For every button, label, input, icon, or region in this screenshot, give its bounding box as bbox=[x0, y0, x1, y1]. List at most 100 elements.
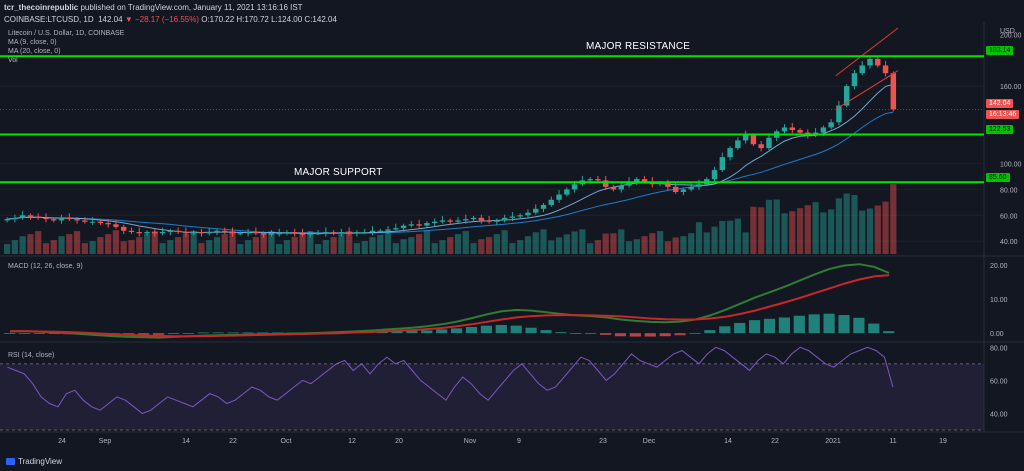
candle-body bbox=[113, 224, 119, 227]
volume-bar bbox=[361, 241, 368, 254]
macd-histogram-bar bbox=[793, 315, 805, 334]
candle-body bbox=[424, 223, 430, 226]
candle-body bbox=[330, 232, 337, 234]
candle-body bbox=[260, 233, 267, 235]
price-tick-label: 200.00 bbox=[1000, 32, 1022, 39]
volume-bar bbox=[890, 184, 897, 254]
legend-vol[interactable]: Vol bbox=[8, 57, 18, 64]
time-tick-label: Nov bbox=[464, 438, 477, 445]
volume-bar bbox=[198, 243, 205, 254]
candle-body bbox=[128, 230, 135, 233]
time-tick-label: 20 bbox=[395, 438, 403, 445]
rsi-legend[interactable]: RSI (14, close) bbox=[8, 351, 54, 360]
candle-body bbox=[641, 179, 648, 182]
macd-histogram-bar bbox=[853, 317, 865, 334]
time-tick-label: Dec bbox=[643, 438, 656, 445]
macd-tick-label: 20.00 bbox=[990, 263, 1008, 270]
candle-body bbox=[750, 135, 757, 145]
macd-histogram-bar bbox=[257, 332, 269, 334]
candle-body bbox=[447, 220, 453, 222]
published-text: published on TradingView.com, January 11… bbox=[80, 3, 303, 12]
tradingview-icon bbox=[6, 458, 15, 465]
currency-label: USD bbox=[1000, 28, 1015, 35]
candle-body bbox=[307, 233, 314, 235]
candle-body bbox=[657, 182, 663, 185]
volume-bar bbox=[252, 237, 259, 254]
volume-bar bbox=[276, 244, 283, 254]
legend-ma9[interactable]: MA (9, close, 0) bbox=[8, 39, 57, 46]
macd-tick-label: 10.00 bbox=[990, 297, 1008, 304]
rsi-tick-label: 60.00 bbox=[990, 378, 1008, 385]
volume-bar bbox=[206, 240, 213, 254]
candle-body bbox=[836, 105, 842, 123]
author-name[interactable]: tcr_thecoinrepublic bbox=[4, 3, 79, 12]
rsi-tick-label: 40.00 bbox=[990, 411, 1008, 418]
volume-bar bbox=[314, 244, 322, 254]
legend-macd: MACD (12, 26, close, 9) bbox=[8, 263, 83, 270]
candle-body bbox=[43, 217, 49, 220]
candle-body bbox=[167, 230, 174, 233]
candle-body bbox=[517, 215, 523, 217]
time-tick-label: 14 bbox=[724, 438, 732, 445]
candle-body bbox=[276, 233, 282, 235]
candle-body bbox=[159, 232, 166, 234]
candle-body bbox=[851, 73, 858, 87]
macd-histogram-bar bbox=[138, 333, 150, 335]
candle-body bbox=[595, 179, 601, 181]
legend-title[interactable]: Litecoin / U.S. Dollar, 1D, COINBASE bbox=[8, 30, 125, 37]
candle-body bbox=[797, 130, 803, 133]
volume-bar bbox=[625, 241, 633, 254]
volume-bar bbox=[190, 231, 197, 254]
macd-legend[interactable]: MACD (12, 26, close, 9) bbox=[8, 262, 83, 271]
rsi-band bbox=[0, 363, 984, 430]
support-annotation: MAJOR SUPPORT bbox=[294, 167, 383, 178]
volume-bar bbox=[159, 243, 166, 254]
volume-bar bbox=[299, 234, 306, 254]
candle-body bbox=[828, 122, 834, 128]
volume-bar bbox=[773, 199, 780, 254]
macd-histogram-bar bbox=[600, 333, 612, 335]
macd-histogram-bar bbox=[406, 330, 418, 334]
volume-bar bbox=[672, 237, 679, 254]
candle-body bbox=[400, 225, 407, 229]
macd-histogram-bar bbox=[868, 323, 880, 334]
volume-bar bbox=[742, 232, 749, 254]
macd-histogram-bar bbox=[614, 333, 627, 337]
macd-histogram-bar bbox=[212, 332, 224, 334]
volume-bar bbox=[346, 231, 353, 254]
chart-canvas[interactable]: 200.00160.00100.0080.0060.0040.0020.0010… bbox=[0, 22, 1024, 455]
legend-ma20[interactable]: MA (20, close, 0) bbox=[8, 48, 61, 55]
resistance-price-badge: 183.14 bbox=[986, 46, 1014, 55]
ma20-line bbox=[7, 111, 894, 234]
candle-body bbox=[602, 180, 609, 187]
volume-bar bbox=[369, 237, 376, 254]
candle-body bbox=[556, 194, 562, 200]
candle-body bbox=[4, 219, 10, 221]
volume-bar bbox=[812, 202, 819, 254]
price-tick-label: 100.00 bbox=[1000, 162, 1022, 169]
volume-bar bbox=[97, 237, 104, 254]
symbol-label[interactable]: COINBASE:LTCUSD, 1D bbox=[4, 15, 94, 24]
candle-body bbox=[727, 148, 733, 158]
candle-body bbox=[66, 217, 73, 220]
tradingview-logo[interactable]: TradingView bbox=[6, 457, 62, 466]
candle-body bbox=[742, 135, 749, 141]
mid-support-badge: 122.53 bbox=[986, 125, 1014, 134]
volume-bar bbox=[501, 230, 508, 254]
rsi-line bbox=[7, 346, 894, 415]
candle-body bbox=[501, 217, 508, 221]
volume-bar bbox=[151, 231, 158, 254]
candle-body bbox=[152, 232, 158, 234]
time-tick-label: Sep bbox=[99, 438, 112, 445]
volume-bar bbox=[322, 240, 329, 254]
price-tick-label: 40.00 bbox=[1000, 239, 1018, 246]
candle-body bbox=[587, 179, 593, 181]
macd-histogram-bar bbox=[227, 332, 239, 334]
candle-body bbox=[253, 232, 259, 234]
macd-histogram-bar bbox=[629, 333, 641, 337]
volume-bar bbox=[89, 241, 96, 254]
candle-body bbox=[35, 216, 41, 218]
macd-histogram-bar bbox=[167, 333, 180, 334]
macd-histogram-bar bbox=[182, 333, 194, 334]
macd-histogram-bar bbox=[540, 330, 552, 334]
